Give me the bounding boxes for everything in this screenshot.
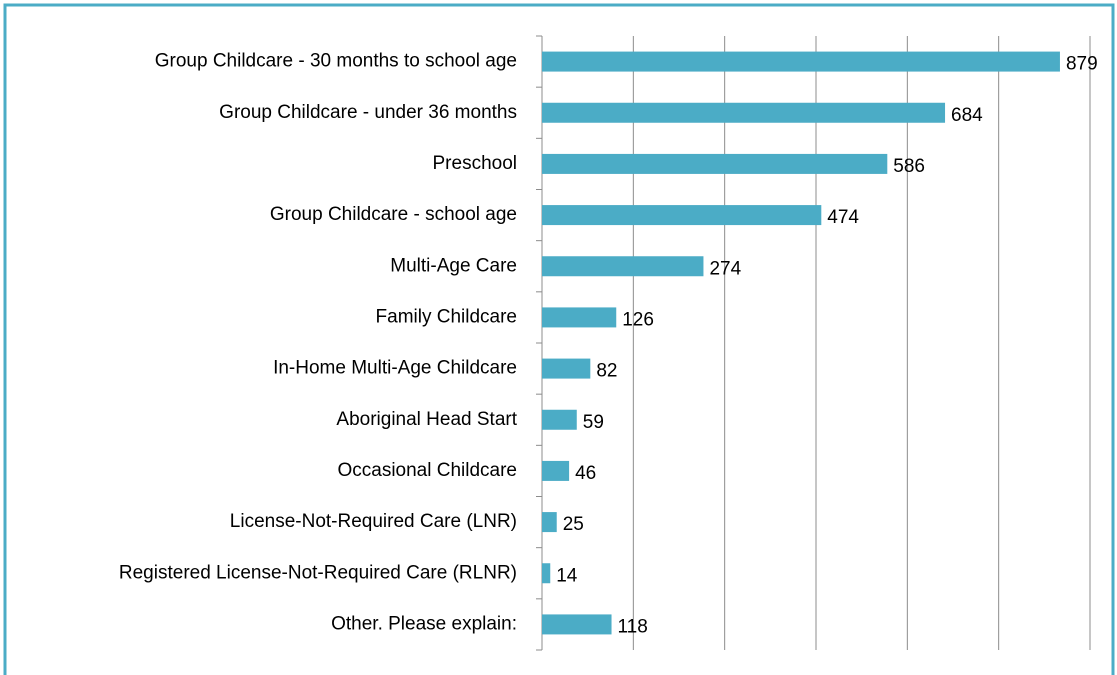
y-tick-label: Registered License-Not-Required Care (RL…: [119, 562, 517, 583]
data-label: 59: [583, 412, 604, 433]
bar: [542, 563, 551, 584]
bar: [542, 205, 822, 226]
data-label: 126: [622, 309, 654, 330]
y-tick-label: Group Childcare - 30 months to school ag…: [155, 51, 517, 72]
bar: [542, 51, 1060, 72]
data-label: 82: [596, 361, 617, 382]
bar: [542, 102, 946, 123]
data-label: 474: [827, 207, 859, 228]
y-tick-label: Other. Please explain:: [331, 613, 517, 634]
bar: [542, 409, 577, 430]
bar: [542, 358, 591, 379]
bar: [542, 307, 617, 328]
data-label: 586: [893, 156, 925, 177]
y-tick-label: License-Not-Required Care (LNR): [230, 511, 517, 532]
bar: [542, 512, 557, 533]
y-tick-label: In-Home Multi-Age Childcare: [273, 358, 517, 379]
bar: [542, 614, 612, 635]
y-tick-label: Occasional Childcare: [337, 460, 517, 481]
y-tick-label: Family Childcare: [376, 306, 517, 327]
bar: [542, 153, 888, 174]
data-label: 118: [618, 616, 648, 637]
data-label: 46: [575, 463, 596, 484]
y-tick-label: Group Childcare - under 36 months: [219, 102, 517, 123]
y-tick-label: Preschool: [433, 153, 518, 174]
frame: [3, 3, 1115, 675]
y-tick-label: Multi-Age Care: [390, 255, 517, 276]
y-tick-label: Aboriginal Head Start: [336, 409, 517, 430]
y-tick-label: Group Childcare - school age: [270, 204, 517, 225]
bar: [542, 256, 704, 277]
data-label: 25: [563, 514, 584, 535]
data-label: 14: [556, 565, 578, 586]
bar: [542, 460, 570, 481]
data-label: 879: [1066, 54, 1098, 75]
data-label: 684: [951, 105, 983, 126]
data-label: 274: [709, 258, 741, 279]
